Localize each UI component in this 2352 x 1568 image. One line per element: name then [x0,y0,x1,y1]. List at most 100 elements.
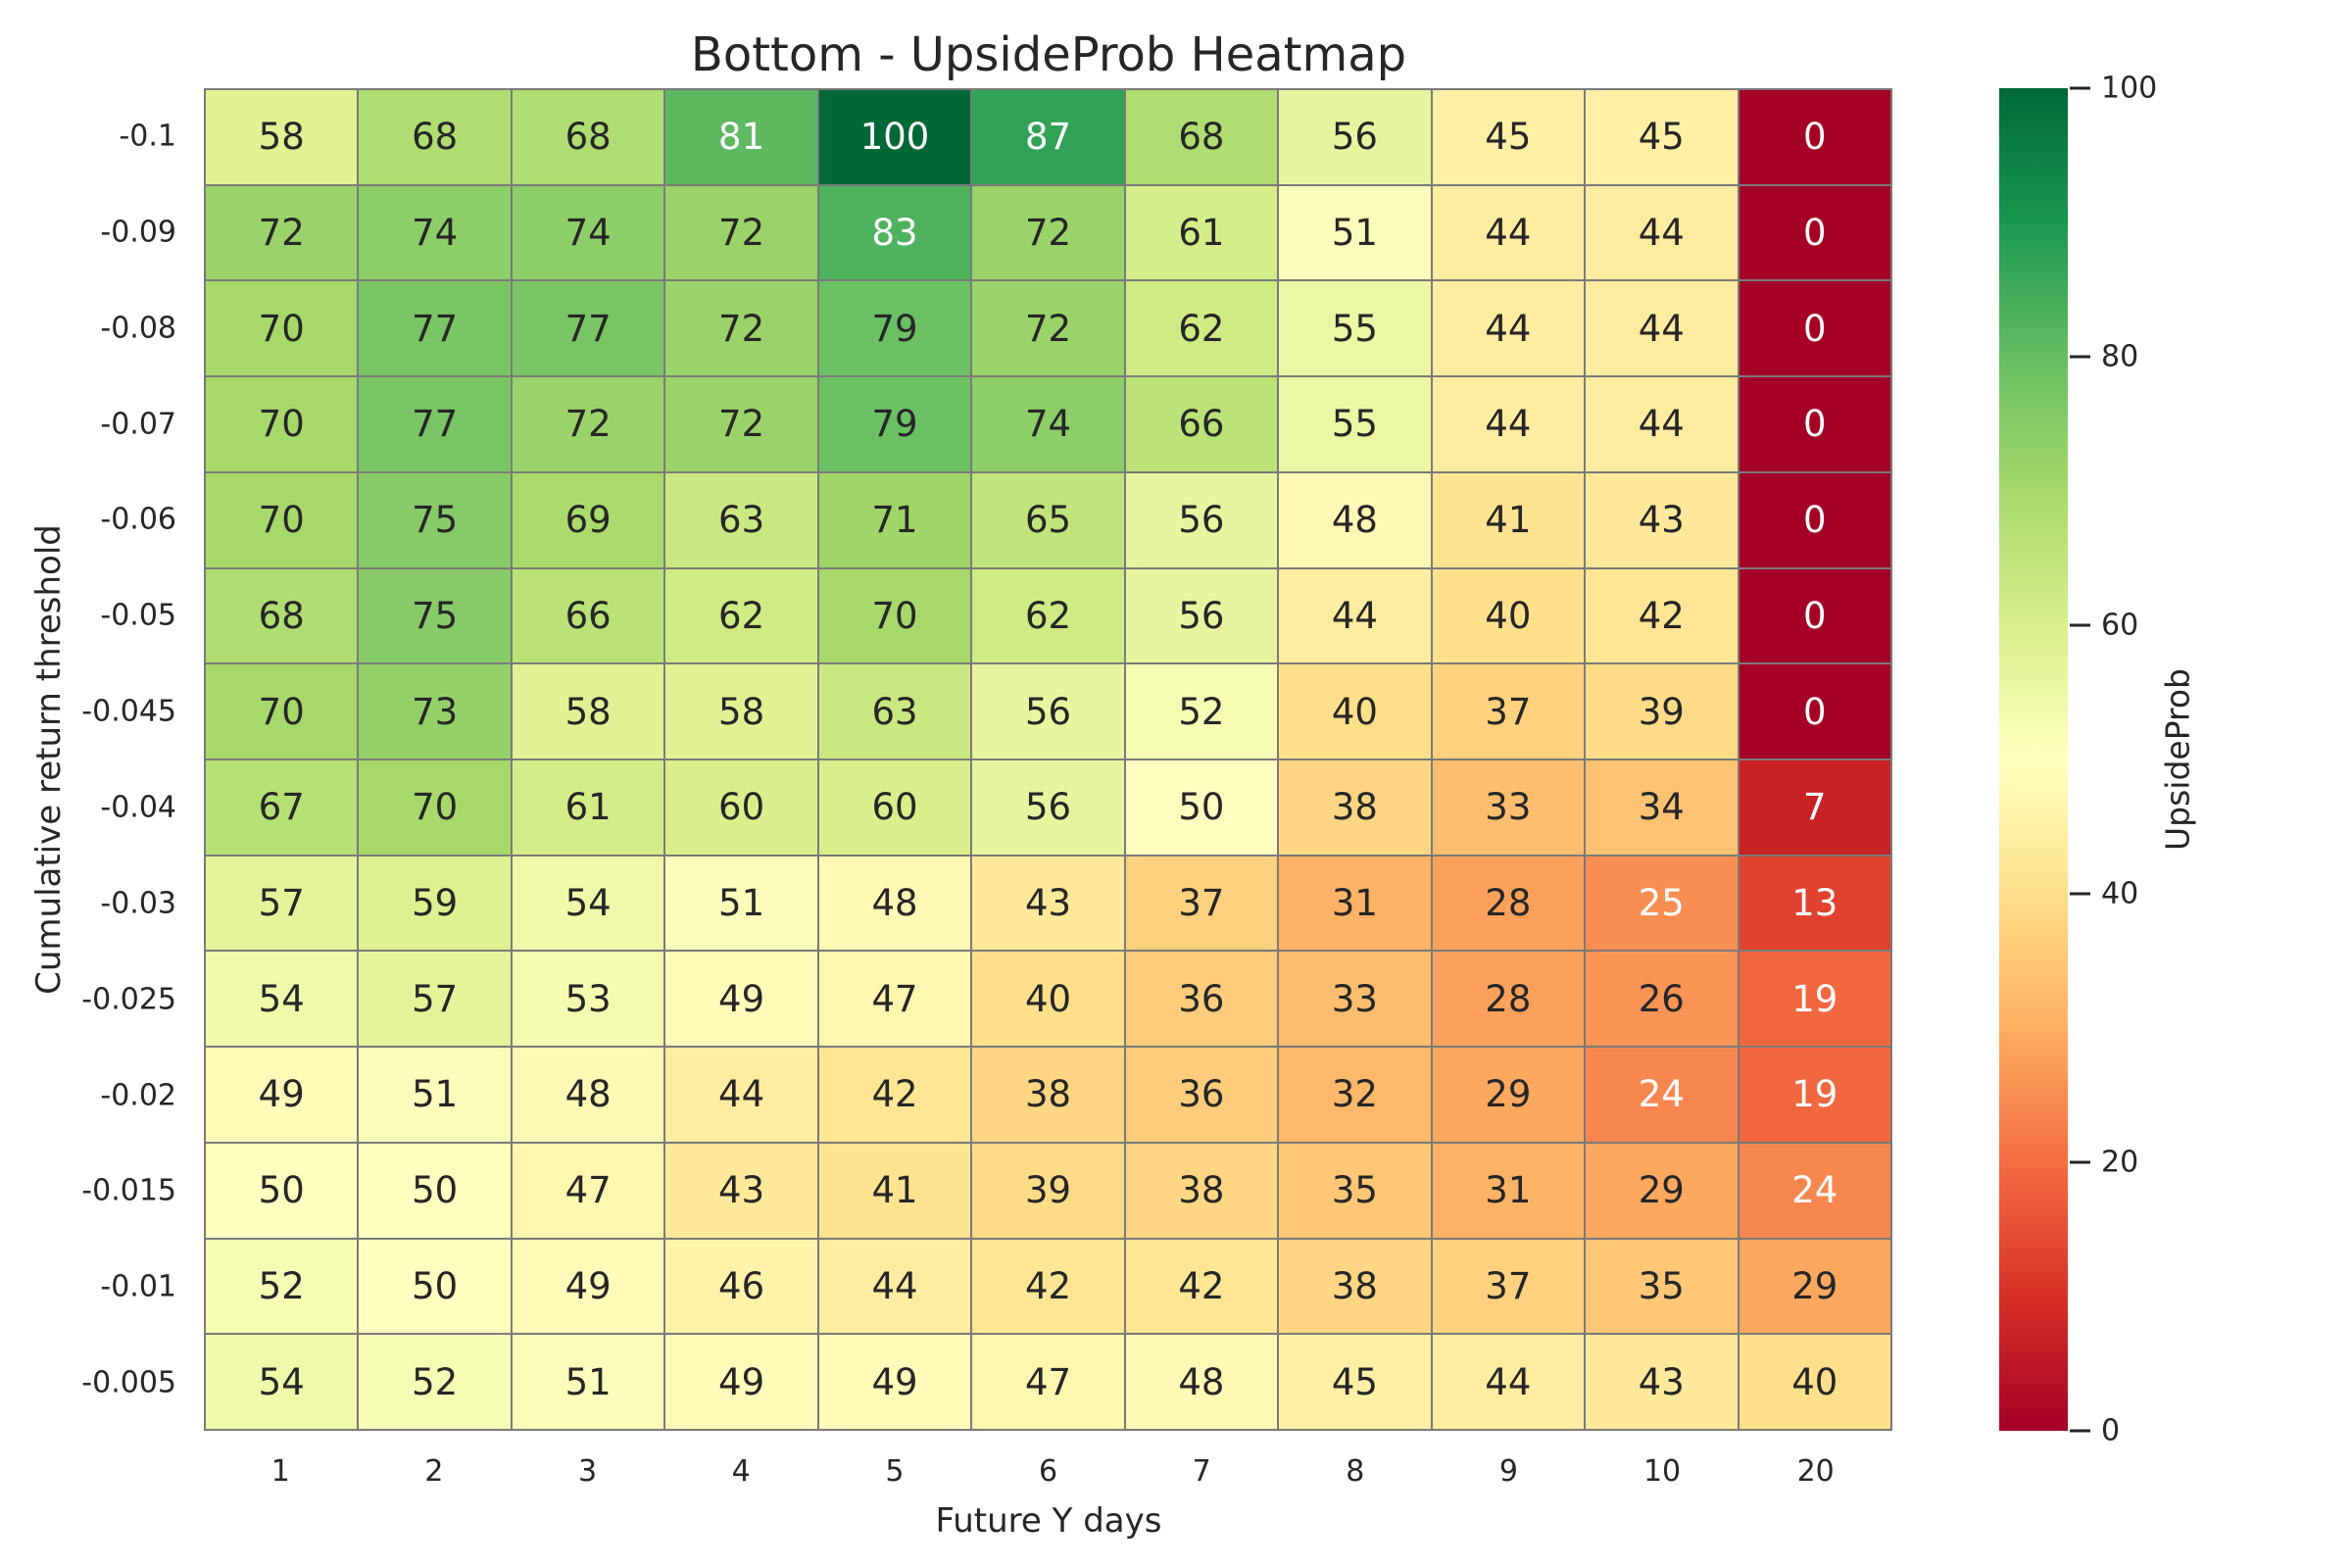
x-tick-label: 4 [731,1454,751,1489]
heatmap-cell: 47 [817,951,972,1048]
heatmap-cell: 13 [1738,855,1891,952]
heatmap-cell: 38 [1124,1142,1279,1239]
colorbar-gradient [1999,88,2068,1431]
heatmap-cell: 29 [1738,1238,1891,1335]
x-tick-label: 2 [424,1454,444,1489]
heatmap-cell: 42 [1124,1238,1279,1335]
heatmap-cell: 83 [817,184,972,281]
heatmap-cell: 70 [205,280,359,377]
heatmap-cell: 33 [1278,951,1432,1048]
heatmap-cell: 56 [1124,471,1279,568]
x-tick-label: 1 [270,1454,290,1489]
heatmap-cell: 73 [358,663,512,760]
heatmap-cell: 40 [1738,1334,1891,1430]
heatmap-cell: 68 [205,567,359,664]
x-tick-label: 10 [1642,1454,1682,1489]
heatmap-cell: 72 [971,184,1125,281]
heatmap-cell: 7 [1738,760,1891,856]
heatmap-cell: 31 [1431,1142,1586,1239]
heatmap-cell: 45 [1585,89,1739,185]
heatmap-cell: 49 [664,1334,818,1430]
heatmap-cell: 66 [1124,376,1279,472]
heatmap-cell: 50 [205,1142,359,1239]
heatmap-cell: 87 [971,89,1125,185]
heatmap-cell: 24 [1585,1047,1739,1143]
heatmap-cell: 39 [1585,663,1739,760]
y-tick-label: -0.045 [81,694,176,729]
heatmap-cell: 52 [205,1238,359,1335]
heatmap-cell: 53 [511,951,665,1048]
colorbar-tick-label: 40 [2101,876,2139,911]
heatmap-cell: 48 [1124,1334,1279,1430]
colorbar-tick-label: 60 [2101,608,2139,643]
heatmap-cell: 44 [1585,280,1739,377]
heatmap-cell: 70 [358,760,512,856]
heatmap-cell: 56 [971,760,1125,856]
heatmap-cell: 51 [664,855,818,952]
colorbar-tick-label: 20 [2101,1145,2139,1180]
y-axis-label: Cumulative return threshold [29,524,69,995]
colorbar-tick-mark [2070,1160,2090,1164]
heatmap-cell: 43 [664,1142,818,1239]
heatmap-cell: 38 [1278,1238,1432,1335]
heatmap-cell: 49 [664,951,818,1048]
y-tick-label: -0.02 [100,1078,176,1112]
heatmap-cell: 0 [1738,471,1891,568]
heatmap-cell: 38 [971,1047,1125,1143]
heatmap-cell: 52 [1124,663,1279,760]
heatmap-cell: 68 [358,89,512,185]
heatmap-cell: 72 [664,184,818,281]
heatmap-cell: 44 [1431,184,1586,281]
heatmap-cell: 40 [1278,663,1432,760]
heatmap-cell: 37 [1431,663,1586,760]
y-tick-label: -0.07 [100,407,176,441]
heatmap-cell: 0 [1738,663,1891,760]
heatmap-cell: 44 [1431,376,1586,472]
heatmap-cell: 62 [971,567,1125,664]
heatmap-cell: 54 [511,855,665,952]
x-tick-label: 3 [578,1454,598,1489]
heatmap-cell: 62 [664,567,818,664]
heatmap-cell: 68 [1124,89,1279,185]
heatmap-cell: 72 [664,376,818,472]
heatmap-cell: 79 [817,280,972,377]
heatmap-cell: 19 [1738,951,1891,1048]
heatmap-cell: 39 [971,1142,1125,1239]
heatmap-cell: 54 [205,951,359,1048]
heatmap-cell: 56 [1278,89,1432,185]
heatmap-cell: 77 [358,280,512,377]
x-tick-label: 9 [1498,1454,1518,1489]
heatmap-cell: 32 [1278,1047,1432,1143]
heatmap-cell: 49 [205,1047,359,1143]
colorbar-tick-mark [2070,1429,2090,1433]
heatmap-cell: 50 [1124,760,1279,856]
x-tick-label: 20 [1796,1454,1835,1489]
y-tick-label: -0.1 [119,119,176,154]
heatmap-cell: 48 [511,1047,665,1143]
heatmap-cell: 48 [817,855,972,952]
heatmap-cell: 77 [511,280,665,377]
heatmap-cell: 72 [205,184,359,281]
heatmap-cell: 44 [1431,280,1586,377]
y-tick-label: -0.08 [100,311,176,346]
heatmap-cell: 29 [1431,1047,1586,1143]
x-tick-label: 5 [885,1454,905,1489]
heatmap-cell: 44 [1431,1334,1586,1430]
colorbar-tick-label: 100 [2101,71,2158,106]
heatmap-cell: 50 [358,1142,512,1239]
heatmap-cell: 52 [358,1334,512,1430]
heatmap-cell: 41 [1431,471,1586,568]
heatmap-cell: 74 [358,184,512,281]
heatmap-cell: 44 [1278,567,1432,664]
y-tick-label: -0.04 [100,790,176,825]
heatmap-cell: 74 [971,376,1125,472]
heatmap-cell: 24 [1738,1142,1891,1239]
heatmap-cell: 56 [971,663,1125,760]
heatmap-cell: 70 [817,567,972,664]
heatmap-cell: 49 [511,1238,665,1335]
y-tick-label: -0.06 [100,502,176,537]
heatmap-grid: 58 68 68 81 100 87 68 56 45 45 0 72 74 74 72 83 72 61 51 44… [204,88,1892,1431]
heatmap-cell: 44 [1585,376,1739,472]
heatmap-cell: 57 [358,951,512,1048]
heatmap-cell: 48 [1278,471,1432,568]
